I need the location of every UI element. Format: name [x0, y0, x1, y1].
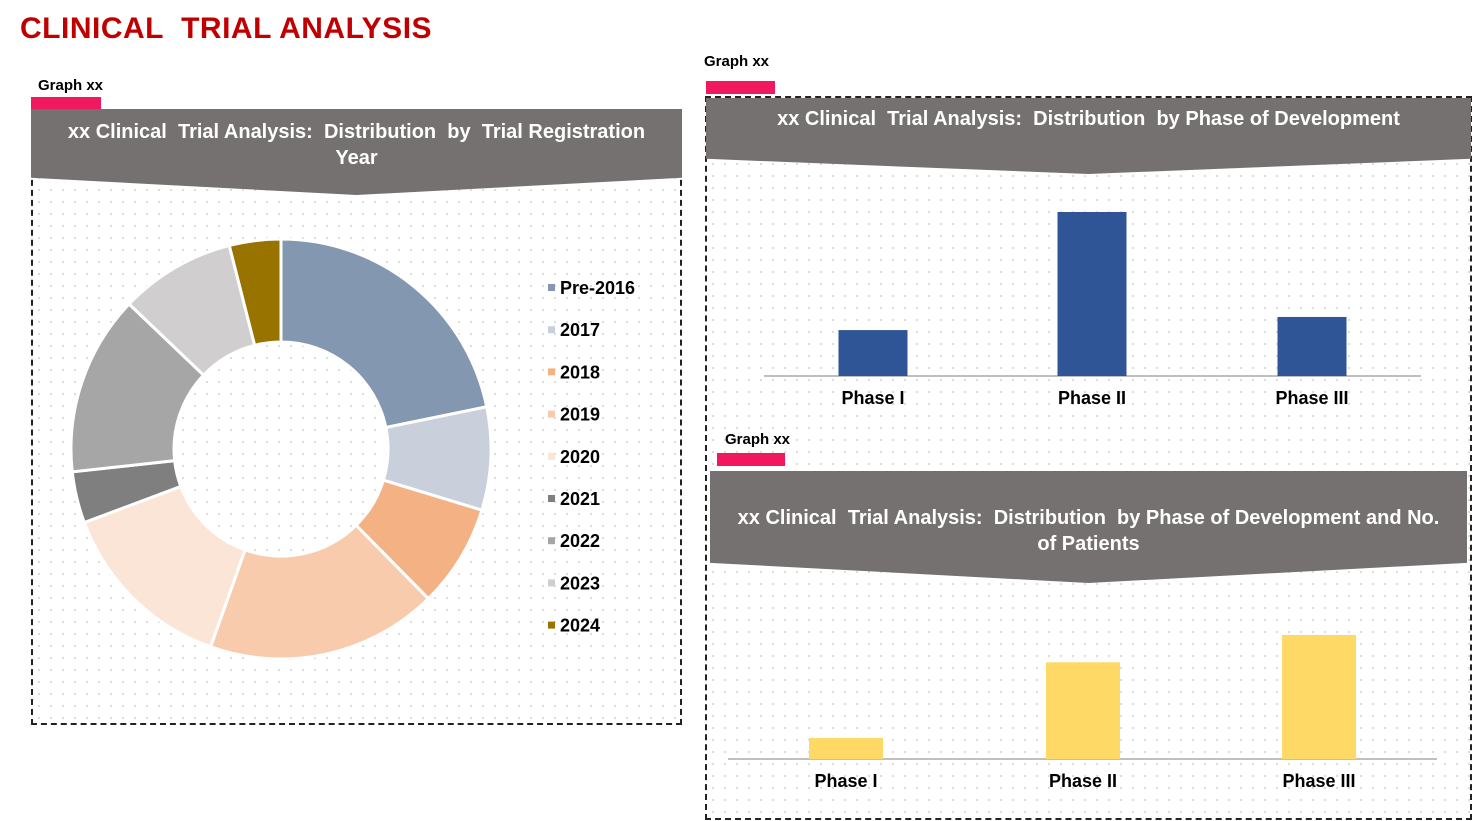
x-tick-label: Phase I [814, 771, 877, 791]
chart-title-banner-3: xx Clinical Trial Analysis: Distribution… [710, 471, 1467, 583]
chart-title-banner-2: xx Clinical Trial Analysis: Distribution… [706, 98, 1471, 174]
legend-item-label: 2017 [560, 320, 600, 340]
donut-slice-2020 [82, 484, 248, 649]
graph-tag-bar-2 [706, 81, 775, 94]
x-tick-label: Phase I [841, 388, 904, 408]
bar-phase-i [809, 737, 883, 759]
patients-bar-chart: Phase I Phase II Phase III [728, 635, 1437, 791]
graph-panel-registration-year [31, 110, 682, 725]
legend-swatch [548, 495, 555, 502]
phase-bar-chart: Phase I Phase II Phase III [764, 212, 1421, 408]
legend-item-label: Pre-2016 [560, 278, 635, 298]
bar-phase-i [838, 330, 908, 376]
x-tick-label: Phase II [1058, 388, 1126, 408]
legend-item-label: 2021 [560, 489, 600, 509]
legend-swatch [548, 368, 555, 376]
bar-phase-ii [1057, 212, 1127, 376]
graph-tag-bar-1 [31, 97, 101, 110]
legend-swatch [548, 284, 555, 291]
legend-swatch [548, 452, 555, 460]
donut-slice-2022 [69, 301, 206, 474]
legend-item-label: 2024 [560, 616, 600, 636]
legend-swatch [548, 579, 555, 587]
bar-phase-iii [1277, 316, 1347, 376]
bar-phase-iii [1282, 635, 1356, 759]
legend-item-label: 2020 [560, 447, 600, 467]
graph-tag-2: Graph xx [704, 53, 770, 70]
graph-tag-1: Graph xx [38, 77, 104, 94]
donut-slice-pre-2016 [279, 237, 489, 430]
x-tick-label: Phase III [1282, 771, 1355, 791]
bar-phase-ii [1046, 662, 1120, 759]
legend-item-label: 2018 [560, 362, 600, 382]
donut-chart: Pre-2016 2017 2018 2019 2020 2021 2022 2023 2024 [69, 237, 635, 661]
graph-tag-3: Graph xx [725, 431, 791, 448]
x-tick-label: Phase III [1275, 388, 1348, 408]
donut-slice-2019 [208, 523, 431, 661]
graph-tag-bar-3 [717, 453, 785, 466]
x-tick-label: Phase II [1049, 771, 1117, 791]
legend-item-label: 2023 [560, 573, 600, 593]
legend-item-label: 2019 [560, 405, 600, 425]
legend-swatch [548, 326, 555, 334]
legend-swatch [548, 621, 555, 629]
donut-slice-2024 [227, 237, 283, 348]
page-title: CLINICAL TRIAL ANALYSIS [20, 12, 433, 45]
legend-swatch [548, 410, 555, 418]
legend-item-label: 2022 [560, 531, 600, 551]
chart-title-banner-1: xx Clinical Trial Analysis: Distribution… [31, 109, 682, 195]
legend-swatch [548, 537, 555, 545]
